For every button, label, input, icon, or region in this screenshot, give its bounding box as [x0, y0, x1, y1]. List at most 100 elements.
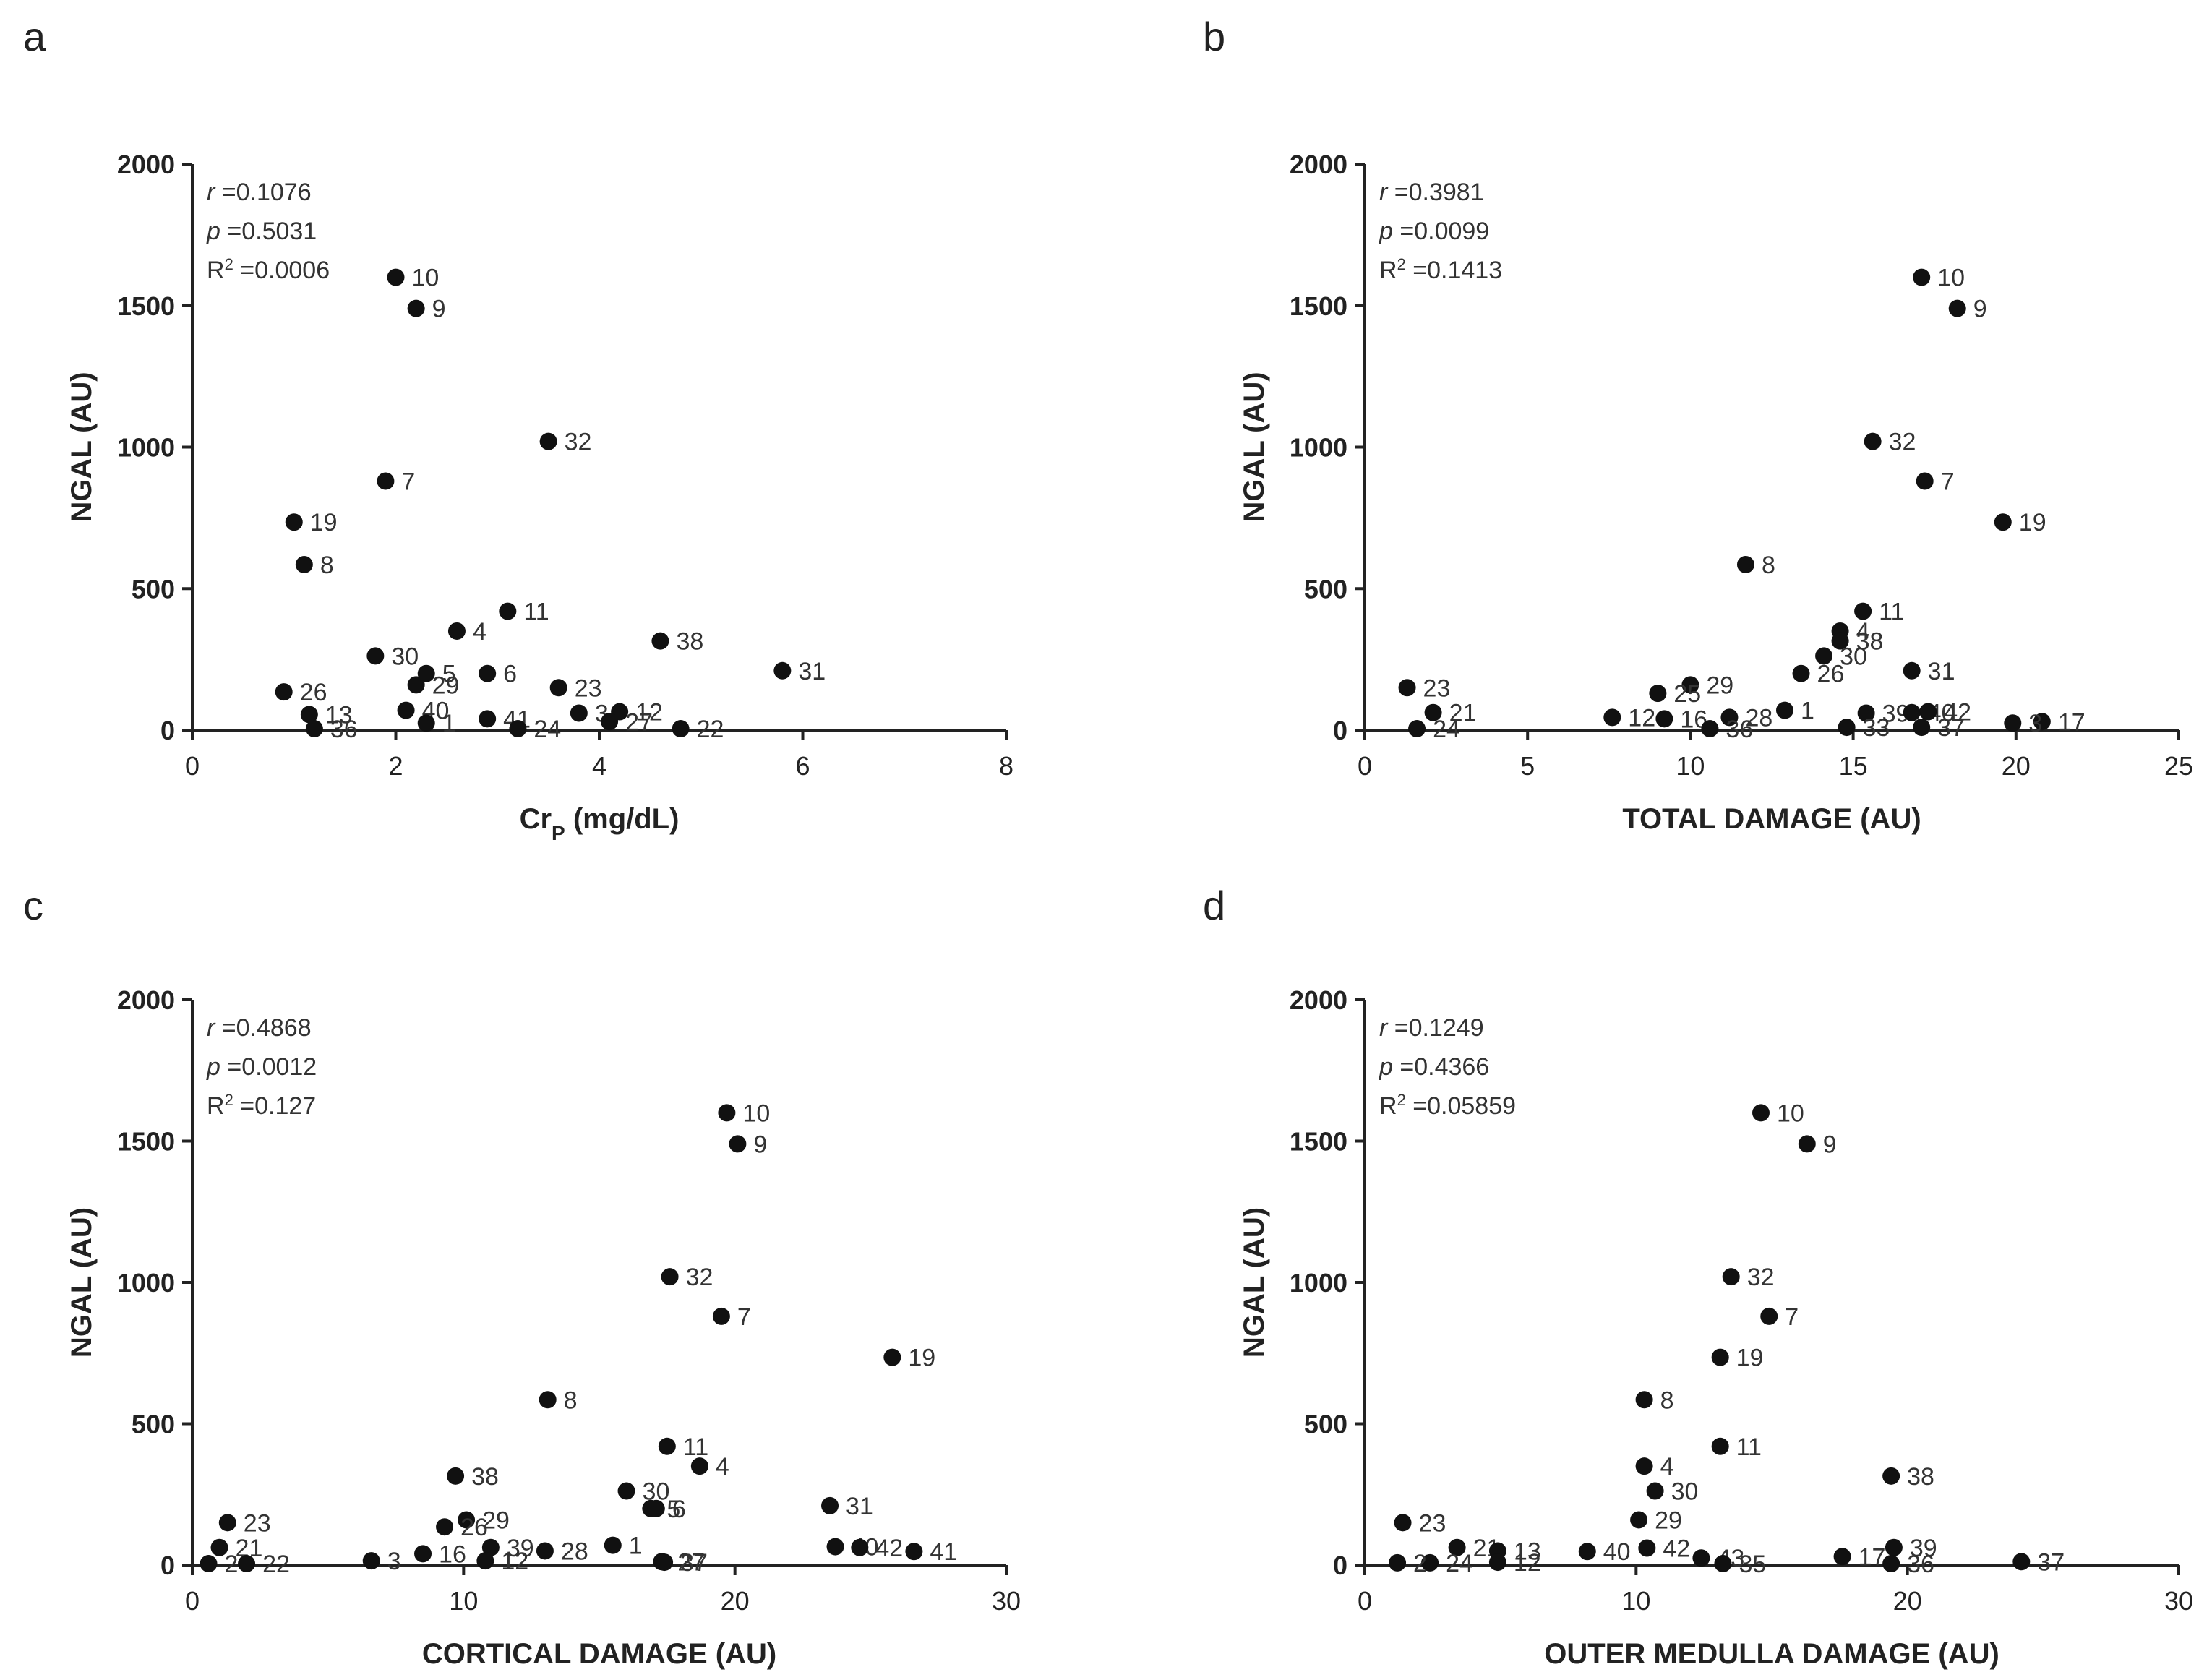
x-tick-label: 8 [999, 751, 1013, 781]
point-label: 24 [1446, 1550, 1473, 1577]
data-point [1857, 704, 1875, 722]
point-label: 27 [677, 1548, 705, 1576]
stat-r2: R2 =0.0006 [207, 255, 330, 285]
point-label: 8 [320, 552, 334, 579]
x-tick-label: 20 [721, 1586, 750, 1616]
point-label: 12 [501, 1548, 528, 1575]
data-point [447, 622, 466, 640]
data-point [1635, 1391, 1653, 1409]
y-tick-label: 1500 [1290, 291, 1347, 321]
point-label: 4 [716, 1453, 729, 1480]
x-tick-label: 0 [1358, 751, 1372, 781]
point-label: 1 [1801, 698, 1814, 725]
data-point [617, 1482, 635, 1500]
data-point [481, 1538, 500, 1556]
data-point [1711, 1437, 1729, 1455]
data-point [905, 1543, 923, 1561]
data-point [651, 632, 669, 650]
x-tick-label: 25 [2164, 751, 2193, 781]
point-label: 4 [1856, 618, 1870, 646]
point-label: 23 [244, 1509, 271, 1537]
y-tick-label: 2000 [1290, 985, 1347, 1015]
x-tick-label: 0 [1358, 1586, 1372, 1616]
data-point [1635, 1457, 1653, 1475]
point-label: 28 [1745, 704, 1772, 732]
point-label: 1 [629, 1533, 643, 1560]
point-label: 30 [1671, 1478, 1699, 1506]
y-tick-label: 500 [1304, 574, 1347, 604]
x-tick-label: 0 [185, 751, 200, 781]
point-label: 5 [442, 661, 456, 688]
point-label: 7 [1941, 468, 1955, 495]
data-point [362, 1552, 380, 1570]
stat-r2: R2 =0.1413 [1379, 255, 1502, 285]
point-label: 16 [439, 1540, 466, 1568]
data-point [773, 661, 792, 680]
data-point [658, 1437, 676, 1455]
data-point [377, 472, 395, 490]
point-label: 29 [1655, 1507, 1682, 1534]
data-point [549, 679, 567, 697]
data-point [1948, 299, 1966, 317]
data-point [570, 704, 588, 722]
point-label: 4 [473, 618, 486, 646]
data-point [851, 1538, 869, 1556]
stat-r: r =0.4868 [207, 1014, 312, 1042]
point-label: 4 [1660, 1453, 1674, 1480]
x-tick-label: 30 [992, 1586, 1021, 1616]
data-point [1916, 472, 1934, 490]
y-tick-label: 500 [132, 574, 175, 604]
data-point [397, 701, 415, 719]
stat-p: p =0.4366 [1379, 1053, 1489, 1081]
data-point [1655, 710, 1673, 728]
point-label: 38 [1856, 628, 1884, 656]
panel-letter: c [23, 883, 43, 928]
x-tick-label: 0 [185, 1586, 200, 1616]
point-label: 37 [680, 1549, 708, 1577]
point-label: 30 [1840, 643, 1867, 670]
data-point [509, 720, 527, 738]
y-tick-label: 1000 [117, 433, 175, 463]
panel-letter: d [1203, 883, 1225, 928]
point-label: 42 [875, 1535, 903, 1562]
stats-block: r =0.1249 p =0.4366 R2 =0.05859 [1379, 1014, 1516, 1120]
data-point [1692, 1549, 1710, 1567]
stats-block: r =0.1076 p =0.5031 R2 =0.0006 [206, 179, 330, 284]
data-point [821, 1496, 839, 1514]
data-point [718, 1104, 736, 1122]
data-point [476, 1552, 494, 1570]
stats-block: r =0.4868 p =0.0012 R2 =0.127 [206, 1014, 317, 1120]
data-point [1398, 679, 1416, 697]
point-label: 10 [742, 1100, 770, 1127]
x-tick-label: 2 [388, 751, 403, 781]
point-label: 13 [325, 701, 353, 729]
data-point [1854, 602, 1872, 620]
data-point [366, 647, 385, 665]
data-point [417, 714, 435, 732]
point-label: 25 [1673, 680, 1701, 708]
point-label: 9 [1973, 296, 1987, 323]
data-point [1760, 1307, 1778, 1325]
point-label: 28 [561, 1538, 588, 1565]
data-point [300, 706, 318, 724]
point-label: 35 [1739, 1551, 1766, 1578]
data-point [1833, 1548, 1851, 1566]
point-label: 23 [1419, 1509, 1446, 1537]
stat-r: r =0.1076 [207, 179, 312, 206]
y-tick-label: 0 [1333, 1551, 1347, 1580]
data-point [826, 1538, 844, 1556]
point-label: 19 [1736, 1345, 1764, 1372]
data-point [499, 602, 517, 620]
point-label: 13 [1514, 1538, 1541, 1565]
point-label: 36 [1726, 716, 1753, 743]
panel-letter: b [1203, 14, 1225, 59]
data-point [407, 676, 425, 694]
data-point [447, 1467, 465, 1485]
data-point [1994, 513, 2012, 531]
data-point [712, 1307, 730, 1325]
data-point [1736, 555, 1754, 573]
data-point [1649, 685, 1667, 703]
data-point [387, 268, 405, 286]
data-point [1714, 1555, 1732, 1573]
point-label: 11 [1736, 1433, 1762, 1461]
